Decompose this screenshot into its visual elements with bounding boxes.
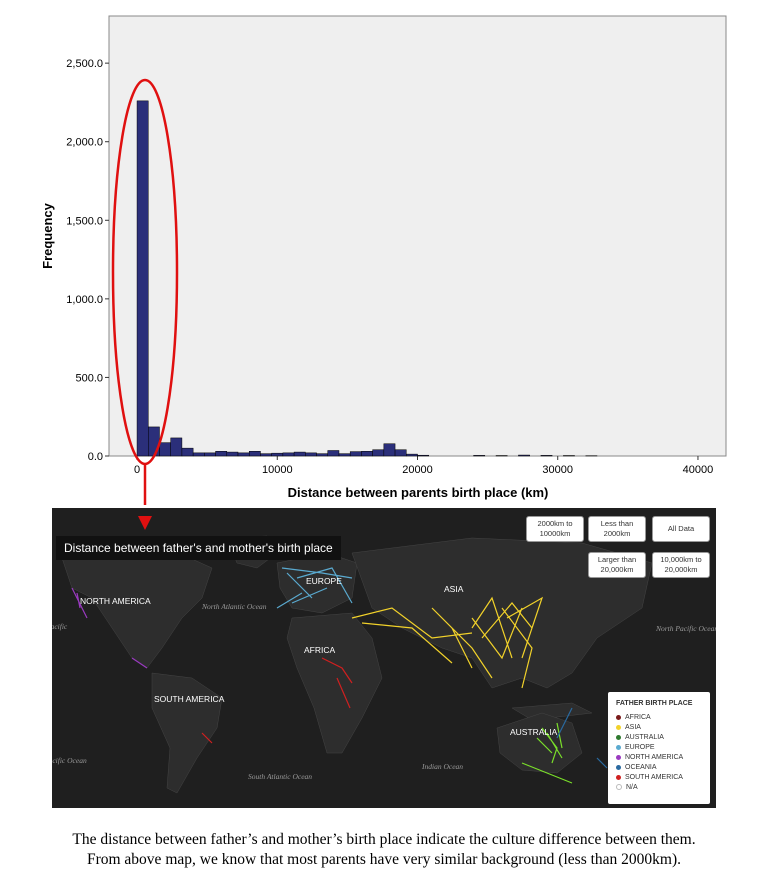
legend-item-asia: ASIA xyxy=(616,722,641,732)
y-axis: 0.0 500.0 1,000.0 1,500.0 2,000.0 2,500.0 xyxy=(66,58,109,463)
histogram-bar xyxy=(316,453,329,457)
histogram-bar xyxy=(136,100,149,457)
filter-2000-10000-button[interactable]: 2000km to 10000km xyxy=(526,516,584,542)
filter-all-data-button[interactable]: All Data xyxy=(652,516,710,542)
y-tick-label: 500.0 xyxy=(75,372,103,384)
histogram-bar xyxy=(215,451,228,457)
legend-dot xyxy=(616,784,622,790)
label-africa: AFRICA xyxy=(304,645,336,655)
x-tick-label: 0 xyxy=(134,464,140,476)
label-north-america: NORTH AMERICA xyxy=(80,596,151,606)
y-axis-label: Frequency xyxy=(40,202,55,269)
histogram-bar xyxy=(394,449,407,457)
histogram-bar xyxy=(372,449,385,457)
plot-area xyxy=(108,15,727,457)
histogram-bar xyxy=(338,453,351,457)
histogram-bar xyxy=(406,453,418,457)
histogram-bar xyxy=(181,447,194,457)
histogram-bar xyxy=(293,451,306,457)
histogram-bar xyxy=(204,452,216,457)
legend-dot xyxy=(616,744,621,750)
australia-land xyxy=(496,712,583,774)
legend-dot xyxy=(616,774,621,780)
legend-item-north-america: NORTH AMERICA xyxy=(616,752,683,762)
histogram-bar xyxy=(282,452,295,457)
legend-item-europe: EUROPE xyxy=(616,742,655,752)
x-axis: 0 10000 20000 30000 40000 xyxy=(134,456,713,476)
legend-dot xyxy=(616,754,621,760)
asia-lines xyxy=(351,596,544,689)
label-europe: EUROPE xyxy=(306,576,342,586)
legend-title: FATHER BIRTH PLACE xyxy=(616,700,693,707)
y-tick-label: 1,500.0 xyxy=(66,215,103,227)
legend-item-na: N/A xyxy=(616,782,638,792)
histogram-bar xyxy=(417,454,429,457)
histogram-bar xyxy=(170,437,183,457)
histogram-bar xyxy=(159,442,171,457)
legend-dot xyxy=(616,734,621,740)
label-north-atlantic: North Atlantic Ocean xyxy=(202,602,267,611)
legend-item-australia: AUSTRALIA xyxy=(616,732,664,742)
x-axis-label: Distance between parents birth place (km… xyxy=(288,485,549,500)
label-indian-ocean: Indian Ocean xyxy=(422,762,464,771)
x-tick-label: 20000 xyxy=(402,464,433,476)
histogram-bar xyxy=(518,454,530,457)
x-tick-label: 10000 xyxy=(262,464,293,476)
histogram-bar xyxy=(383,443,396,457)
legend-dot xyxy=(616,714,621,720)
legend-dot xyxy=(616,764,621,770)
oceania-lines xyxy=(556,707,608,769)
x-tick-label: 40000 xyxy=(683,464,714,476)
y-tick-label: 0.0 xyxy=(88,451,103,463)
legend-dot xyxy=(616,724,621,730)
x-tick-label: 30000 xyxy=(542,464,573,476)
europe-lines xyxy=(276,567,353,609)
histogram-bar xyxy=(361,451,373,457)
histogram-chart: 0.0 500.0 1,000.0 1,500.0 2,000.0 2,500.0 0 10… xyxy=(40,15,727,505)
legend-item-south-america: SOUTH AMERICA xyxy=(616,772,683,782)
north-america-land xyxy=(61,547,213,669)
label-australia: AUSTRALIA xyxy=(510,727,558,737)
label-south-atlantic: South Atlantic Ocean xyxy=(248,772,313,781)
africa-land xyxy=(286,612,383,754)
map-legend: FATHER BIRTH PLACE AFRICA ASIA AUSTRALIA… xyxy=(608,692,710,804)
filter-10000-20000-button[interactable]: 10,000km to 20,000km xyxy=(652,552,710,578)
australia-lines xyxy=(521,722,573,784)
histogram-bar xyxy=(226,451,239,457)
histogram-bar xyxy=(305,452,317,457)
histogram-bar xyxy=(349,451,362,457)
africa-lines xyxy=(201,657,353,744)
indonesia-land xyxy=(511,702,593,721)
filter-larger-20000-button[interactable]: Larger than 20,000km xyxy=(588,552,646,578)
y-tick-label: 2,000.0 xyxy=(66,137,103,149)
caption-line-2: From above map, we know that most parent… xyxy=(86,851,682,868)
asia-land xyxy=(351,537,653,689)
histogram-bar xyxy=(237,452,250,457)
legend-item-oceania: OCEANIA xyxy=(616,762,657,772)
histogram-bar xyxy=(327,450,340,457)
y-tick-label: 1,000.0 xyxy=(66,294,103,306)
connections xyxy=(71,567,608,784)
histogram-bar xyxy=(540,455,553,457)
label-north-pacific: North Pacific Ocean xyxy=(656,624,716,633)
histogram-bar xyxy=(473,455,486,457)
filter-less-2000-button[interactable]: Less than 2000km xyxy=(588,516,646,542)
north-america-lines xyxy=(71,587,148,669)
histogram-bar xyxy=(260,453,272,457)
label-pacific-south: Pacific Ocean xyxy=(52,756,87,765)
world-map: Distance between father's and mother's b… xyxy=(52,508,716,808)
caption-line-1: The distance between father’s and mother… xyxy=(72,831,696,848)
label-pacific-west: Pacific xyxy=(52,622,68,631)
histogram-bar xyxy=(271,452,284,457)
y-tick-label: 2,500.0 xyxy=(66,58,103,70)
bars xyxy=(136,100,598,457)
label-asia: ASIA xyxy=(444,584,464,594)
legend-item-africa: AFRICA xyxy=(616,712,651,722)
map-title: Distance between father's and mother's b… xyxy=(56,536,341,560)
histogram-bar xyxy=(192,452,205,457)
map-canvas xyxy=(61,535,653,794)
label-south-america: SOUTH AMERICA xyxy=(154,694,225,704)
histogram-bar xyxy=(248,451,261,457)
south-america-land xyxy=(151,672,223,794)
